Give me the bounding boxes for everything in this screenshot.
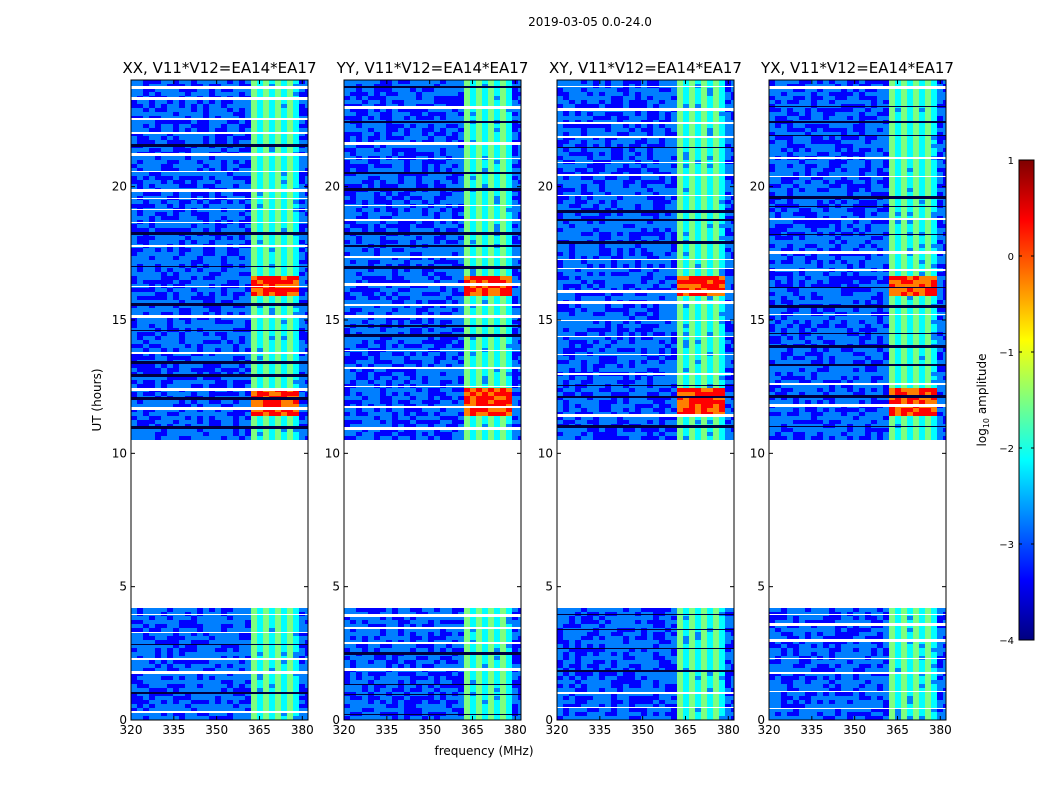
y-tick-label: 0 [545,713,553,727]
colorbar-tick-label: −2 [999,444,1014,455]
panel-2: XY, V11*V12=EA14*EA17 320 335 350 365 380 0 5 10… [538,59,742,737]
y-tick-label: 5 [119,580,127,594]
y-tick-label: 10 [538,446,553,460]
heatmap-cells [557,80,734,720]
x-tick-label: 365 [886,723,909,737]
colorbar-tick-label: 1 [1008,156,1014,167]
x-tick-label: 350 [205,723,228,737]
heatmap-cells [769,80,946,720]
y-tick-label: 20 [750,180,765,194]
x-tick-label: 320 [546,723,569,737]
x-tick-label: 350 [631,723,654,737]
panel-title: YX, V11*V12=EA14*EA17 [760,59,954,77]
y-tick-label: 0 [757,713,765,727]
x-tick-label: 335 [588,723,611,737]
y-tick-label: 10 [750,446,765,460]
x-tick-label: 380 [929,723,952,737]
y-tick-label: 5 [545,580,553,594]
y-tick-label: 0 [332,713,340,727]
y-tick-label: 15 [538,313,553,327]
x-tick-label: 350 [843,723,866,737]
plot-frame [556,79,735,721]
plot-frame [130,79,309,721]
colorbar-tick-label: 0 [1008,252,1014,263]
colorbar-tick-label: −4 [999,636,1014,647]
colorbar: 1 0 −1 −2 −3 −4 [999,156,1035,647]
panel-title: XY, V11*V12=EA14*EA17 [549,59,742,77]
plot-frame [768,79,947,721]
x-tick-label: 335 [800,723,823,737]
panel-3: YX, V11*V12=EA14*EA17 320 335 350 365 380 0 5 10… [750,59,954,737]
heatmap-cells [131,80,308,720]
panel-title: YY, V11*V12=EA14*EA17 [336,59,529,77]
x-tick-label: 380 [291,723,314,737]
colorbar-tick-label: −1 [999,348,1014,359]
panel-1: YY, V11*V12=EA14*EA17 320 335 350 365 380 0 5 10… [325,59,529,737]
x-tick-label: 320 [120,723,143,737]
colorbar-tick-label: −3 [999,540,1014,551]
x-tick-label: 350 [418,723,441,737]
x-tick-label: 380 [504,723,527,737]
y-tick-label: 10 [112,446,127,460]
plot-frame [343,79,522,721]
y-axis-label: UT (hours) [90,368,104,431]
x-tick-label: 365 [674,723,697,737]
y-tick-label: 5 [332,580,340,594]
y-tick-label: 15 [750,313,765,327]
panels: XX, V11*V12=EA14*EA17 320 335 350 365 380 0 5 10… [112,59,954,737]
x-tick-label: 335 [162,723,185,737]
x-tick-label: 365 [248,723,271,737]
y-tick-label: 20 [538,180,553,194]
heatmap-cells [344,80,521,720]
y-tick-label: 20 [325,180,340,194]
panel-title: XX, V11*V12=EA14*EA17 [122,59,316,77]
y-tick-label: 5 [757,580,765,594]
x-tick-label: 320 [758,723,781,737]
y-tick-label: 0 [119,713,127,727]
x-tick-label: 320 [333,723,356,737]
x-axis-label: frequency (MHz) [434,744,533,758]
figure-title: 2019-03-05 0.0-24.0 [528,15,652,29]
x-tick-label: 380 [717,723,740,737]
x-tick-label: 335 [375,723,398,737]
x-tick-label: 365 [461,723,484,737]
y-tick-label: 15 [325,313,340,327]
panel-0: XX, V11*V12=EA14*EA17 320 335 350 365 380 0 5 10… [112,59,317,737]
y-tick-label: 15 [112,313,127,327]
y-tick-label: 10 [325,446,340,460]
colorbar-gradient [1018,159,1035,641]
y-tick-label: 20 [112,180,127,194]
colorbar-label: log10 amplitude [975,354,991,447]
